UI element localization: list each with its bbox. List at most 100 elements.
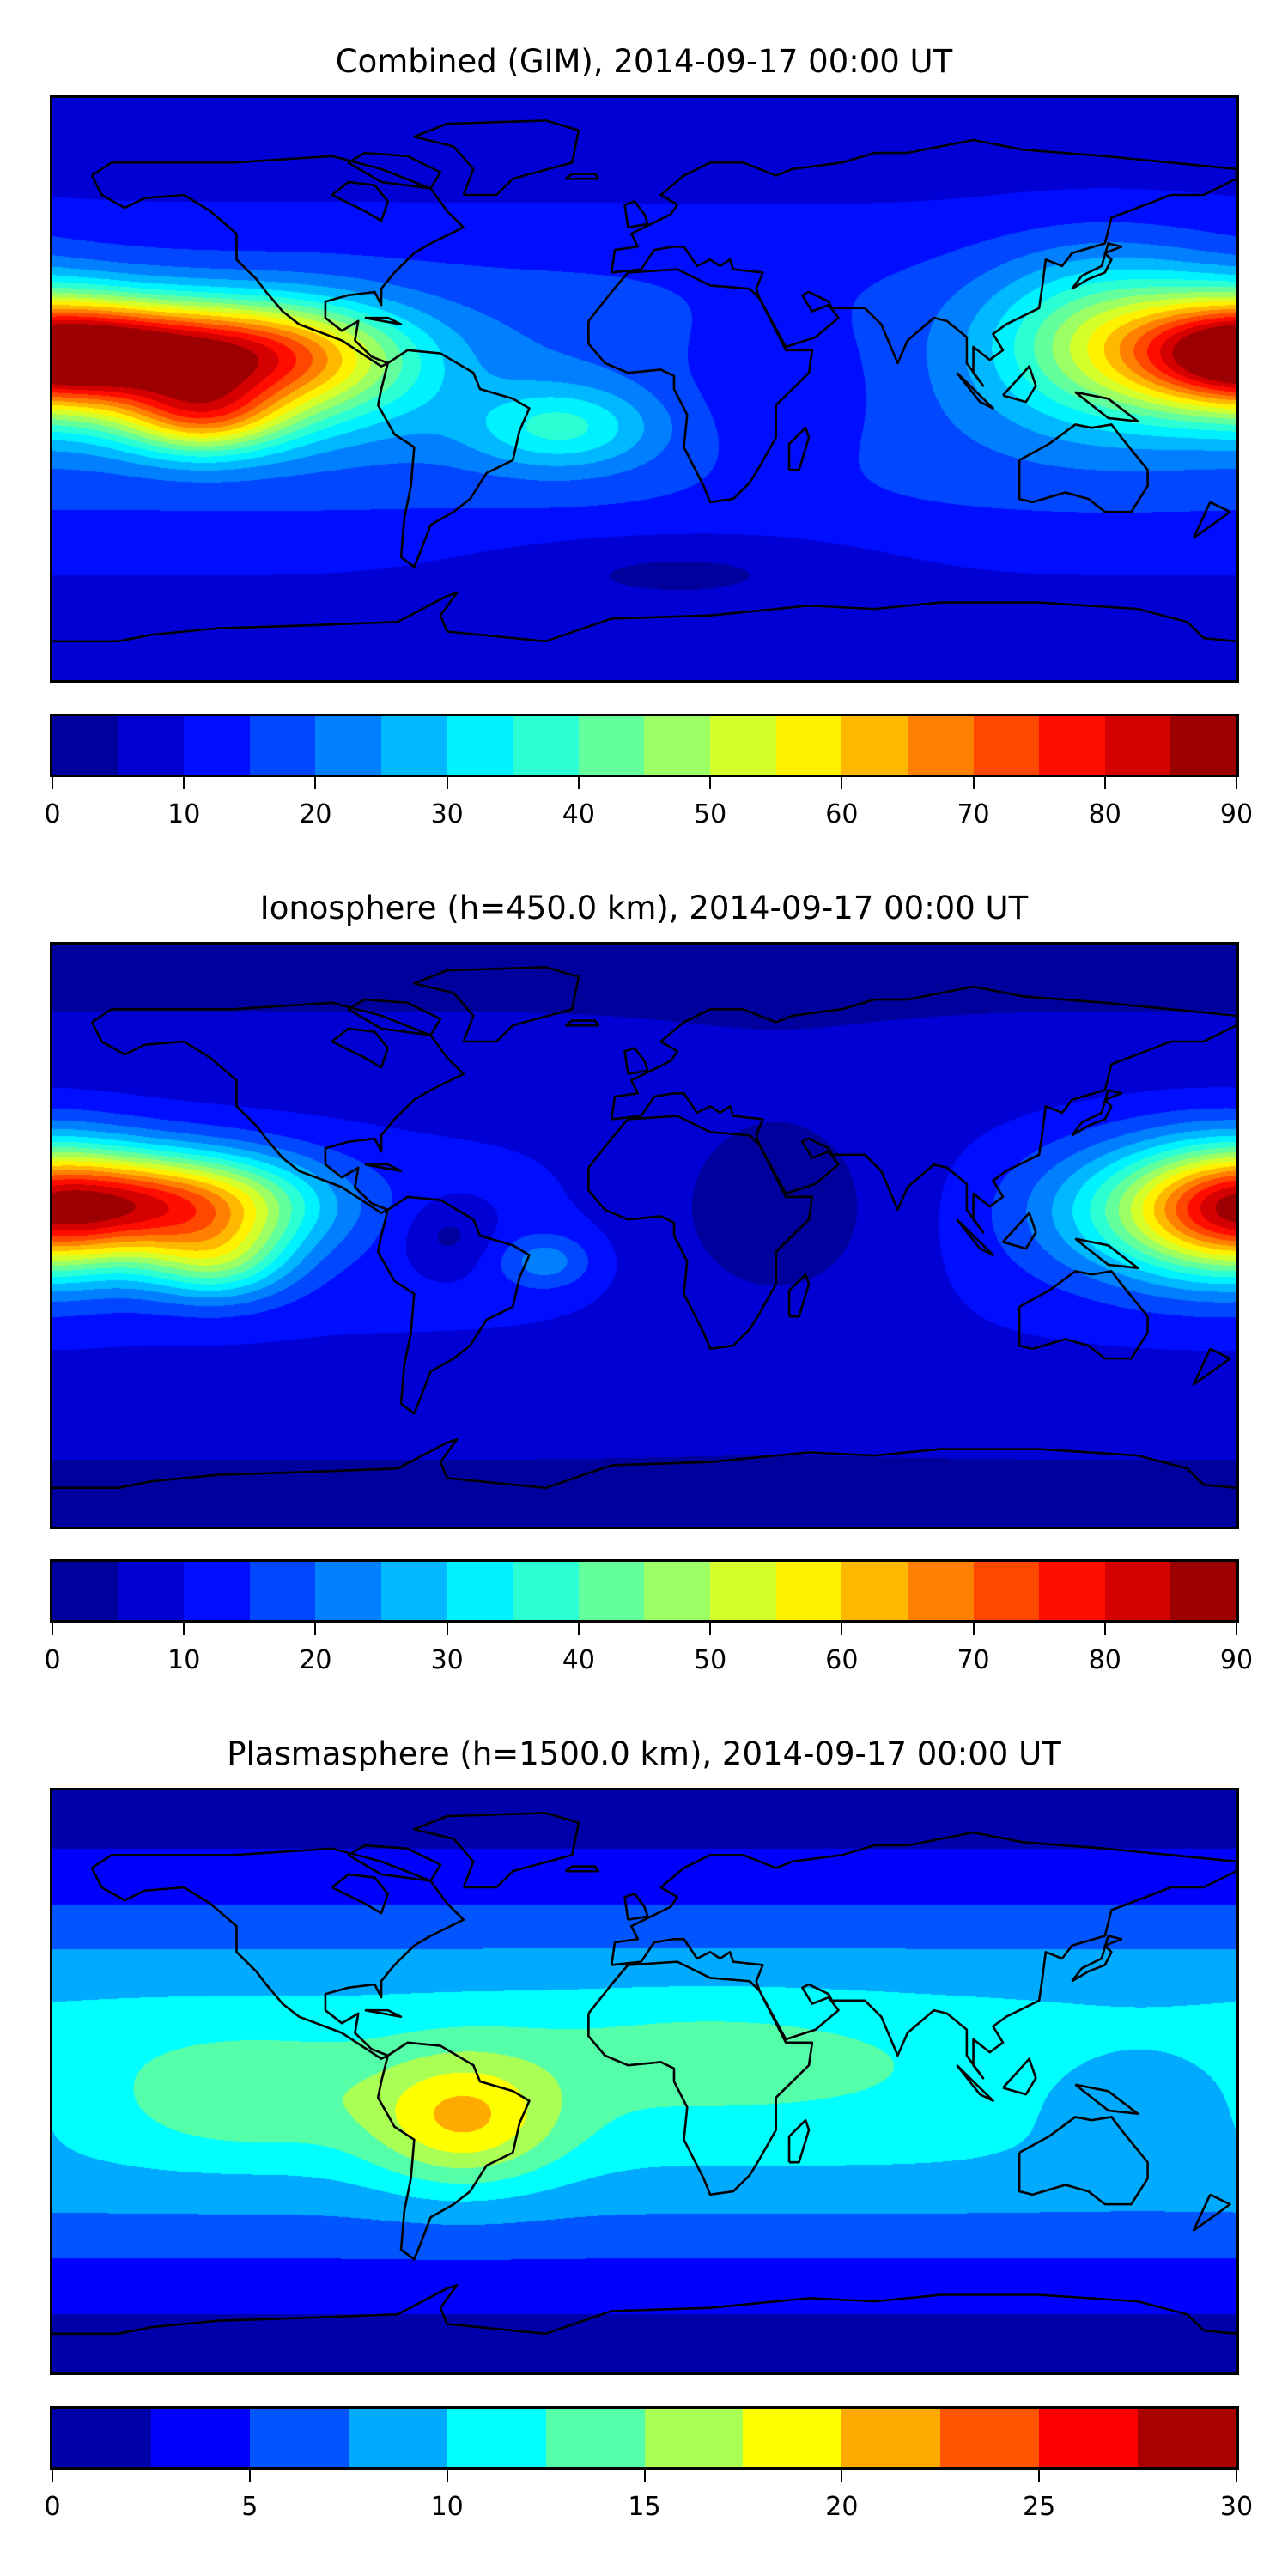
- colorbar-tick-label: 40: [562, 799, 595, 829]
- colorbar-tick: [1236, 1623, 1237, 1635]
- colorbar-tick-label: 80: [1088, 1645, 1121, 1675]
- colorbar-segment: [1170, 1562, 1236, 1620]
- coastline-path: [52, 120, 1236, 641]
- colorbar-tick-label: 10: [430, 2492, 464, 2522]
- colorbar-segment: [249, 2409, 349, 2467]
- colorbar-tick-label: 70: [957, 1645, 990, 1675]
- colorbar-tick-label: 20: [825, 2492, 859, 2522]
- colorbar-segment: [249, 716, 316, 775]
- colorbar-tick-label: 0: [44, 2492, 61, 2522]
- colorbar-ticks-ionosphere: 0 10 20 30 40 50 60 70 80 90: [44, 1623, 1253, 1675]
- colorbar-segment: [150, 2409, 250, 2467]
- coastlines: [52, 1790, 1236, 2372]
- colorbar-tick-label: 50: [694, 799, 727, 829]
- colorbar-segment: [907, 1562, 974, 1620]
- colorbar-segment: [118, 716, 185, 775]
- colorbar-tick: [1103, 777, 1106, 789]
- map-ionosphere: [50, 942, 1239, 1529]
- colorbar-ticks-combined: 0 10 20 30 40 50 60 70 80 90: [44, 777, 1253, 829]
- coastlines: [52, 98, 1236, 680]
- colorbar-tick: [1236, 777, 1237, 789]
- colorbar-tick-label: 60: [825, 1645, 859, 1675]
- coastline-path: [52, 967, 1236, 1487]
- colorbar-tick: [446, 2470, 448, 2482]
- colorbar-segment: [940, 2409, 1040, 2467]
- colorbar-tick-label: 50: [694, 1645, 727, 1675]
- colorbar-tick: [841, 777, 843, 789]
- colorbar-tick: [972, 1623, 975, 1635]
- colorbar-tick-label: 90: [1219, 1645, 1254, 1675]
- colorbar-tick: [709, 1623, 712, 1635]
- colorbar-segment: [1104, 1562, 1171, 1620]
- colorbar-segment: [841, 716, 908, 775]
- colorbar-segment: [907, 716, 974, 775]
- colorbar-segment: [710, 1562, 776, 1620]
- colorbar-segment: [644, 716, 711, 775]
- colorbar-segment: [710, 716, 776, 775]
- map-plasmasphere: [50, 1788, 1239, 2375]
- colorbar-segment: [513, 1562, 579, 1620]
- colorbar-tick: [709, 777, 712, 789]
- colorbar-segment: [545, 2409, 645, 2467]
- colorbar-segment: [1039, 2409, 1139, 2467]
- colorbar-segment: [447, 1562, 513, 1620]
- colorbar-tick: [183, 1623, 185, 1635]
- colorbar-segment: [775, 716, 842, 775]
- colorbar-tick: [841, 2470, 843, 2482]
- colorbar-segment: [578, 716, 645, 775]
- colorbar-segment: [381, 716, 447, 775]
- colorbar-segment: [1170, 716, 1236, 775]
- colorbar-tick-label: 10: [167, 799, 201, 829]
- colorbar-ionosphere: [50, 1559, 1239, 1623]
- map-combined: [50, 95, 1239, 683]
- colorbar-tick-label: 90: [1219, 799, 1254, 829]
- colorbar-segment: [52, 2409, 151, 2467]
- colorbar-combined: [50, 714, 1239, 777]
- contour-field: [52, 945, 1236, 1527]
- contour-field: [52, 1790, 1236, 2372]
- colorbar-tick-label: 60: [825, 799, 859, 829]
- colorbar-tick-label: 40: [562, 1645, 595, 1675]
- colorbar-segment: [315, 716, 382, 775]
- colorbar-tick: [1038, 2470, 1041, 2482]
- colorbar-segment: [644, 2409, 744, 2467]
- colorbar-segment: [973, 1562, 1040, 1620]
- colorbar-segment: [52, 1562, 118, 1620]
- colorbar-tick-label: 0: [44, 1645, 61, 1675]
- colorbar-tick: [248, 2470, 251, 2482]
- colorbar-tick: [643, 2470, 646, 2482]
- panel-title-plasmasphere: Plasmasphere (h=1500.0 km), 2014-09-17 0…: [227, 1735, 1061, 1772]
- colorbar-segment: [118, 1562, 185, 1620]
- colorbar-segment: [249, 1562, 316, 1620]
- colorbar-segment: [513, 716, 579, 775]
- colorbar-segment: [644, 1562, 711, 1620]
- colorbar-segment: [1039, 1562, 1105, 1620]
- coastline-path: [52, 1813, 1236, 2333]
- colorbar-segment: [447, 2409, 546, 2467]
- colorbar-segment: [578, 1562, 645, 1620]
- colorbar-tick-label: 70: [957, 799, 990, 829]
- colorbar-tick: [52, 1623, 53, 1635]
- colorbar-segment: [1104, 716, 1171, 775]
- colorbar-tick-label: 15: [628, 2492, 661, 2522]
- colorbar-segment: [841, 2409, 941, 2467]
- colorbar-segment: [184, 1562, 250, 1620]
- colorbar-segment: [1039, 716, 1105, 775]
- colorbar-tick: [52, 2470, 53, 2482]
- colorbar-tick: [52, 777, 53, 789]
- colorbar-tick-label: 30: [430, 1645, 464, 1675]
- colorbar-segment: [315, 1562, 382, 1620]
- colorbar-segment: [775, 1562, 842, 1620]
- colorbar-segment: [381, 1562, 447, 1620]
- colorbar-segment: [743, 2409, 842, 2467]
- panel-title-combined: Combined (GIM), 2014-09-17 00:00 UT: [335, 43, 953, 80]
- colorbar-segment: [52, 716, 118, 775]
- colorbar-tick: [314, 1623, 317, 1635]
- colorbar-tick-label: 0: [44, 799, 61, 829]
- colorbar-tick: [183, 777, 185, 789]
- colorbar-tick: [314, 777, 317, 789]
- colorbar-tick-label: 20: [299, 1645, 332, 1675]
- contour-field: [52, 98, 1236, 680]
- colorbar-tick: [446, 1623, 448, 1635]
- colorbar-tick: [577, 777, 580, 789]
